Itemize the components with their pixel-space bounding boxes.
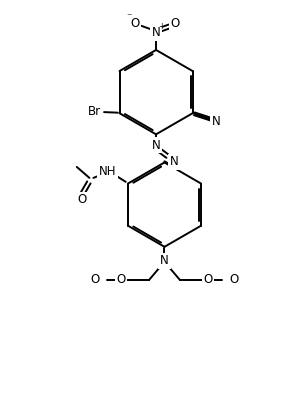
- Text: ⁻: ⁻: [126, 12, 131, 22]
- Text: N: N: [152, 139, 160, 152]
- Text: O: O: [171, 17, 180, 30]
- Text: O: O: [203, 273, 213, 287]
- Text: O: O: [229, 273, 238, 287]
- Text: N: N: [169, 155, 178, 168]
- Text: O: O: [116, 273, 126, 287]
- Text: N: N: [152, 26, 160, 39]
- Text: O: O: [130, 17, 140, 30]
- Text: N: N: [160, 254, 169, 267]
- Text: Br: Br: [88, 105, 101, 118]
- Text: N: N: [212, 115, 221, 128]
- Text: N: N: [98, 166, 107, 179]
- Text: H: H: [106, 166, 114, 179]
- Text: +: +: [158, 22, 165, 31]
- Text: O: O: [91, 273, 100, 287]
- Text: NH: NH: [99, 165, 116, 178]
- Text: O: O: [77, 193, 86, 206]
